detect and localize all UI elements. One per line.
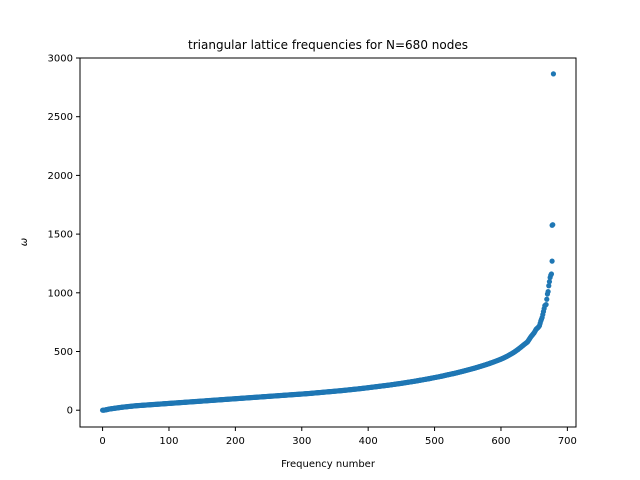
- data-point: [550, 222, 556, 228]
- x-axis-ticks: 0 100 200 300 400 500 600 700: [99, 427, 577, 447]
- x-tick-label: 600: [491, 436, 510, 447]
- x-axis-label: Frequency number: [281, 459, 376, 470]
- y-tick-label: 3000: [48, 54, 73, 65]
- plot-frame: [79, 57, 577, 428]
- data-point: [546, 283, 552, 289]
- data-point: [543, 301, 549, 308]
- chart-title: triangular lattice frequencies for N=680…: [188, 38, 468, 52]
- y-axis-label: ω: [19, 238, 30, 246]
- y-tick-label: 2000: [48, 171, 73, 182]
- data-point: [550, 71, 557, 77]
- data-points-group: [99, 71, 557, 413]
- data-point: [544, 296, 550, 302]
- y-tick-label: 2500: [48, 112, 73, 123]
- y-tick-label: 0: [67, 406, 73, 417]
- data-point: [549, 258, 555, 264]
- x-tick-label: 400: [359, 436, 378, 447]
- y-tick-label: 1000: [48, 288, 73, 299]
- data-point: [545, 289, 551, 295]
- y-tick-label: 500: [54, 347, 73, 358]
- x-tick-label: 300: [292, 436, 311, 447]
- x-tick-label: 700: [558, 436, 577, 447]
- y-axis-ticks: 0 500 1000 1500 2000 2500 3000: [48, 54, 80, 417]
- x-tick-label: 500: [425, 436, 444, 447]
- x-tick-label: 0: [99, 436, 105, 447]
- x-tick-label: 200: [226, 436, 245, 447]
- data-point: [548, 271, 555, 277]
- x-tick-label: 100: [159, 436, 178, 447]
- data-point: [546, 279, 553, 285]
- y-tick-label: 1500: [48, 230, 73, 241]
